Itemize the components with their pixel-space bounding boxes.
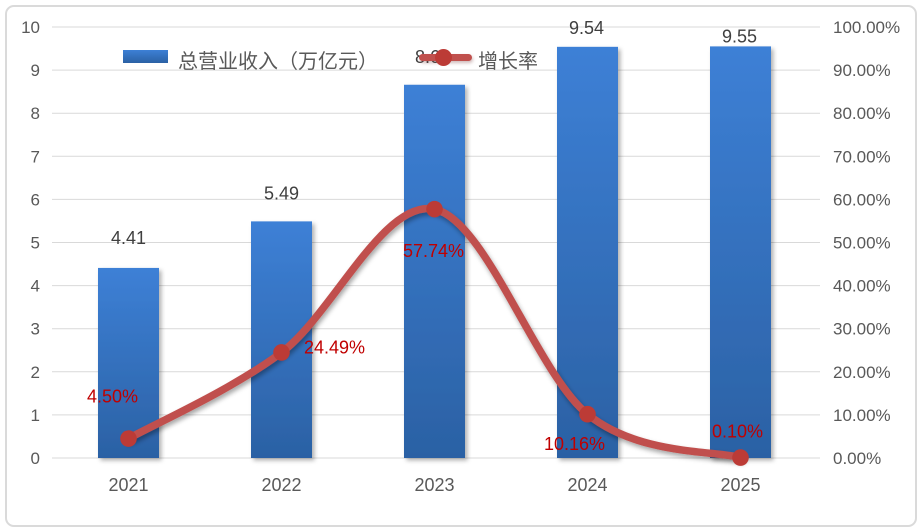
right-axis-tick: 40.00% bbox=[833, 277, 891, 296]
legend-bar-label: 总营业收入（万亿元） bbox=[178, 51, 378, 73]
growth-rate-label: 4.50% bbox=[87, 387, 138, 407]
bar-value-label: 9.55 bbox=[722, 26, 757, 46]
x-axis-category-label: 2021 bbox=[108, 475, 148, 495]
bar-2023 bbox=[404, 84, 465, 458]
line-point-2024 bbox=[579, 405, 596, 423]
growth-rate-label: 57.74% bbox=[403, 241, 464, 261]
right-axis-tick: 50.00% bbox=[833, 234, 891, 253]
right-axis-tick: 30.00% bbox=[833, 320, 891, 339]
right-axis-tick: 10.00% bbox=[833, 406, 891, 425]
line-point-2021 bbox=[120, 430, 137, 447]
x-axis-category-label: 2025 bbox=[720, 475, 760, 495]
bar-2025 bbox=[710, 46, 771, 459]
x-axis-category-label: 2022 bbox=[261, 475, 301, 495]
left-axis-tick: 3 bbox=[31, 320, 40, 339]
right-axis-tick: 60.00% bbox=[833, 190, 891, 209]
left-axis-tick: 0 bbox=[31, 449, 40, 468]
left-axis-tick: 10 bbox=[21, 18, 40, 37]
x-axis-category-label: 2024 bbox=[567, 475, 607, 495]
bar-value-label: 9.54 bbox=[569, 18, 604, 38]
growth-rate-label: 10.16% bbox=[544, 434, 605, 454]
legend-line-label: 增长率 bbox=[478, 51, 538, 73]
left-axis-tick: 6 bbox=[31, 190, 40, 209]
left-axis-tick: 2 bbox=[31, 363, 40, 382]
growth-rate-label: 24.49% bbox=[304, 337, 365, 357]
right-axis-tick: 0.00% bbox=[833, 449, 881, 468]
line-point-2022 bbox=[273, 344, 290, 361]
legend-bar-swatch-icon bbox=[123, 50, 168, 63]
line-point-2023 bbox=[426, 200, 443, 218]
left-axis-tick: 7 bbox=[31, 147, 40, 166]
left-axis-tick: 5 bbox=[31, 234, 40, 253]
right-axis-tick: 100.00% bbox=[833, 18, 900, 37]
legend-line-marker-icon bbox=[435, 49, 452, 66]
growth-rate-label: 0.10% bbox=[712, 422, 763, 442]
left-axis-tick: 1 bbox=[31, 406, 40, 425]
bar-2022 bbox=[251, 221, 312, 458]
left-axis-tick: 8 bbox=[31, 104, 40, 123]
x-axis-category-label: 2023 bbox=[414, 475, 454, 495]
bar-value-label: 5.49 bbox=[264, 183, 299, 203]
right-axis-tick: 20.00% bbox=[833, 363, 891, 382]
left-axis-tick: 9 bbox=[31, 61, 40, 80]
line-point-2025 bbox=[732, 449, 749, 466]
right-axis-tick: 70.00% bbox=[833, 147, 891, 166]
right-axis-tick: 90.00% bbox=[833, 61, 891, 80]
left-axis-tick: 4 bbox=[31, 277, 40, 296]
bar-value-label: 4.41 bbox=[111, 228, 146, 248]
right-axis-tick: 80.00% bbox=[833, 104, 891, 123]
